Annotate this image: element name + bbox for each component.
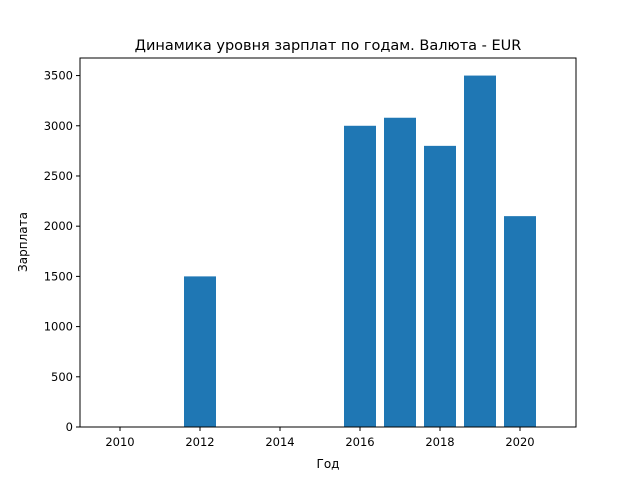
y-tick-label-1500: 1500 [44,269,73,283]
y-tick-label-500: 500 [51,370,73,384]
bars-group [184,75,536,428]
bar-2020 [504,216,536,427]
y-tick-label-2000: 2000 [44,219,73,233]
bar-2016 [344,125,376,427]
bar-2012 [184,276,216,427]
plot-frame [79,57,577,428]
y-tick-label-2500: 2500 [44,169,73,183]
x-tick-label-2010: 2010 [105,435,134,449]
x-axis: 2010 2012 2014 2016 2018 2020 [105,427,535,449]
y-axis: 0 500 1000 1500 2000 2500 3000 3500 [44,69,80,434]
y-tick-label-0: 0 [66,420,73,434]
x-tick-label-2012: 2012 [185,435,214,449]
x-tick-label-2018: 2018 [425,435,454,449]
x-tick-label-2014: 2014 [265,435,294,449]
bar-2017 [384,117,416,428]
x-tick-label-2016: 2016 [345,435,374,449]
y-axis-label: Зарплата [16,212,30,272]
x-tick-label-2020: 2020 [505,435,534,449]
bar-2018 [424,145,456,428]
y-tick-label-3000: 3000 [44,119,73,133]
x-axis-label: Год [317,457,340,471]
y-tick-label-1000: 1000 [44,320,73,334]
chart-title: Динамика уровня зарплат по годам. Валюта… [135,38,522,54]
y-tick-label-3500: 3500 [44,69,73,83]
bar-2019 [464,75,496,427]
